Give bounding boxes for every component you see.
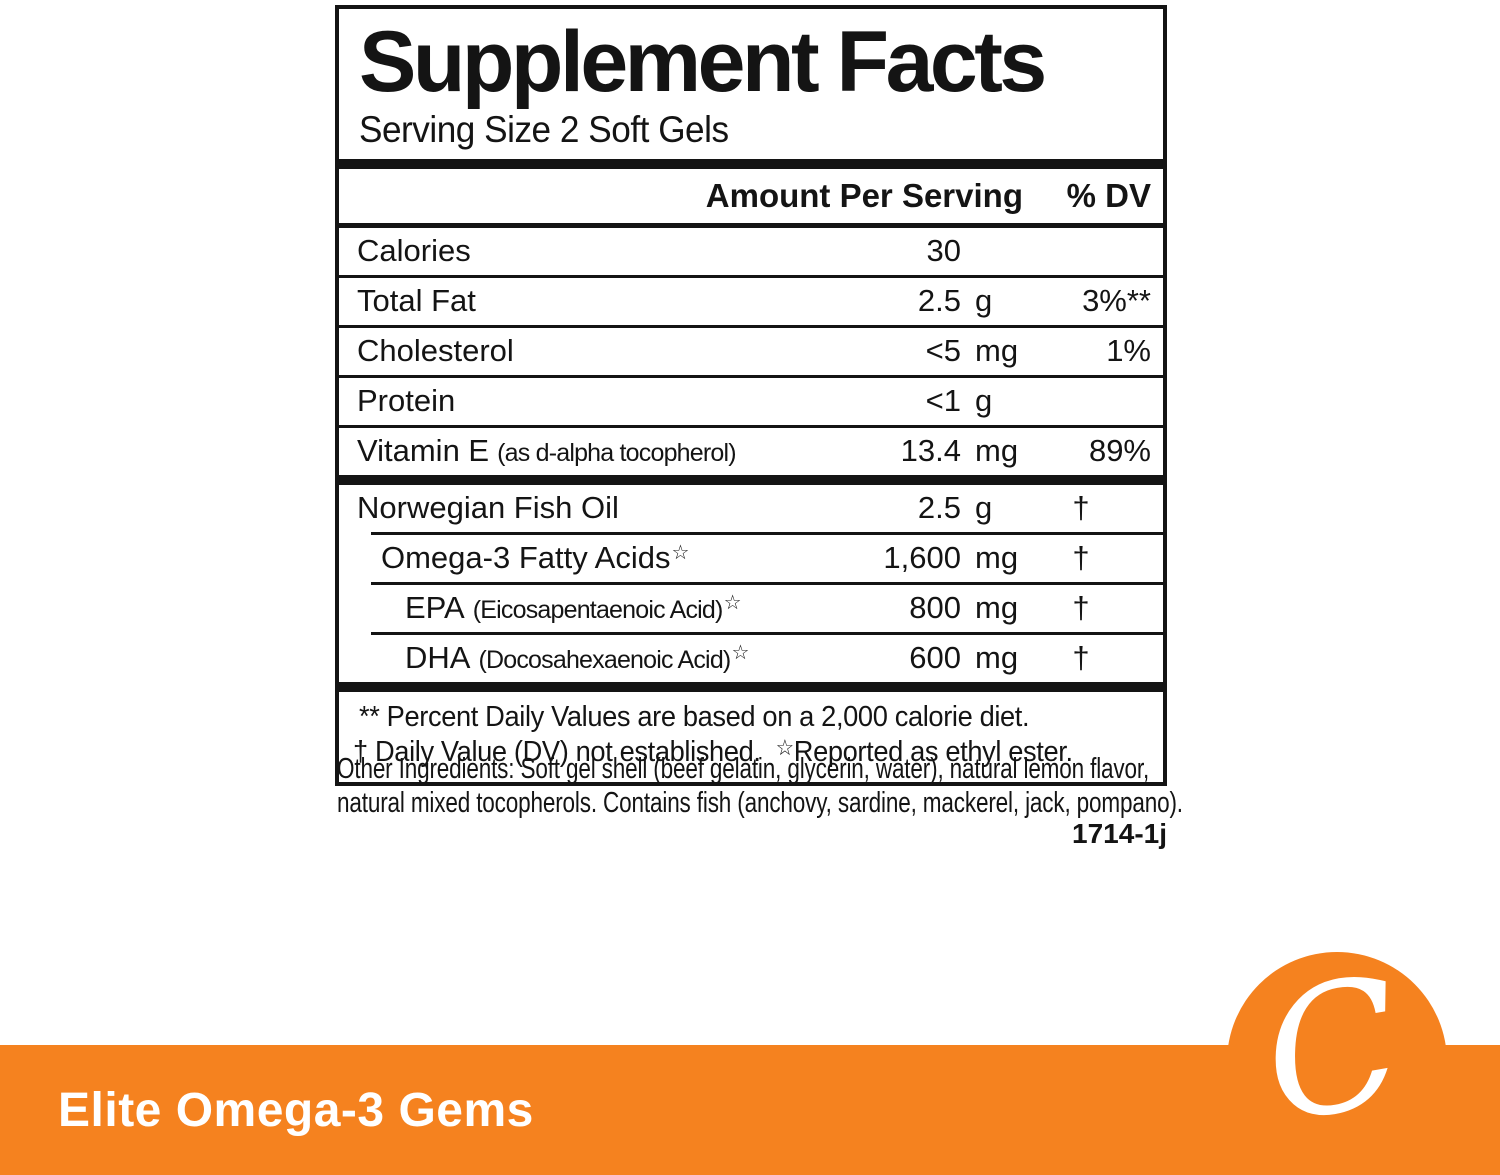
amount-value: <1 (925, 382, 961, 418)
nutrient-name-text: Vitamin E (357, 432, 490, 468)
nutrient-name: Vitamin E (as d-alpha tocopherol) (357, 433, 873, 469)
table-row: Cholesterol <5 mg 1% (339, 328, 1163, 375)
title-block: Supplement Facts Serving Size 2 Soft Gel… (339, 9, 1163, 159)
nutrient-name-text: Total Fat (357, 282, 476, 318)
amount-value: 30 (926, 232, 961, 268)
star-superscript: ☆ (671, 541, 690, 564)
footnotes: ** Percent Daily Values are based on a 2… (339, 692, 1163, 783)
amount-unit: mg (975, 589, 1019, 625)
other-ingredients-line: Other Ingredients: Soft gel shell (beef … (337, 753, 1150, 785)
amount-value: 13.4 (900, 432, 961, 468)
nutrient-name: Omega-3 Fatty Acids☆ (357, 540, 873, 576)
nutrient-name: Cholesterol (357, 333, 873, 369)
table-row: Protein <1 g (339, 378, 1163, 425)
divider-thin-indented (371, 631, 1163, 635)
footnote-daily-value: † Daily Value (DV) not established. ☆Repo… (353, 735, 1103, 770)
nutrient-name: EPA (Eicosapentaenoic Acid)☆ (357, 590, 873, 626)
divider-medium (339, 222, 1163, 228)
amount-unit: g (975, 382, 993, 418)
amount-unit: mg (975, 639, 1019, 675)
divider-thin-indented (371, 581, 1163, 585)
nutrient-name: Norwegian Fish Oil (357, 490, 873, 526)
footnote-star-text: Reported as ethyl ester. (793, 736, 1073, 769)
amount-unit: g (975, 489, 993, 525)
table-row: DHA (Docosahexaenoic Acid)☆ 600 mg † (339, 635, 1163, 682)
nutrient-name-detail: (Eicosapentaenoic Acid) (472, 595, 724, 624)
nutrient-name: Protein (357, 383, 873, 419)
nutrient-name-text: EPA (405, 589, 465, 625)
divider-thin (339, 424, 1163, 428)
panel-title: Supplement Facts (359, 14, 1047, 110)
dv-value: † (1072, 589, 1090, 625)
dv-value: † (1072, 539, 1090, 575)
header-percent-dv: % DV (1066, 176, 1151, 214)
table-row: EPA (Eicosapentaenoic Acid)☆ 800 mg † (339, 585, 1163, 632)
footer-bar: Elite Omega-3 Gems (0, 1045, 1500, 1175)
nutrient-name-text: Calories (357, 232, 471, 268)
amount-unit: g (975, 282, 993, 318)
table-row: Vitamin E (as d-alpha tocopherol) 13.4 mg… (339, 428, 1163, 475)
amount-value: 2.5 (917, 489, 961, 525)
amount-value: 2.5 (917, 282, 961, 318)
nutrient-name-text: Omega-3 Fatty Acids (381, 539, 671, 575)
table-row: Calories 30 (339, 228, 1163, 275)
serving-size: Serving Size 2 Soft Gels (359, 108, 729, 150)
amount-value: 1,600 (883, 539, 961, 575)
nutrient-name-detail: (Docosahexaenoic Acid) (478, 645, 731, 674)
nutrient-name: Total Fat (357, 283, 873, 319)
divider-thick (339, 474, 1163, 485)
other-ingredients-line: natural mixed tocopherols. Contains fish… (337, 787, 1183, 820)
amount-unit: mg (975, 332, 1019, 368)
amount-unit: mg (975, 432, 1019, 468)
nutrient-name-detail: (as d-alpha tocopherol) (497, 438, 737, 467)
product-code: 1714-1j (1072, 818, 1167, 849)
dv-value: 3%** (1082, 282, 1151, 318)
dv-value: 1% (1106, 332, 1151, 368)
divider-thick (339, 681, 1163, 692)
amount-value: 600 (909, 639, 961, 675)
nutrient-name-text: Protein (357, 382, 456, 418)
amount-unit: mg (975, 539, 1019, 575)
footnote-percent-dv: ** Percent Daily Values are based on a 2… (359, 700, 1030, 733)
star-superscript: ☆ (723, 591, 742, 614)
supplement-facts-panel: Supplement Facts Serving Size 2 Soft Gel… (335, 5, 1167, 787)
dv-value: † (1072, 489, 1090, 525)
divider-thin (339, 274, 1163, 278)
nutrient-name-text: Cholesterol (357, 332, 514, 368)
header-amount-per-serving: Amount Per Serving (705, 176, 1023, 214)
footnote-dagger-text: † Daily Value (DV) not established. (353, 736, 761, 769)
divider-thin (339, 324, 1163, 328)
other-ingredients: Other Ingredients: Soft gel shell (beef … (337, 752, 1183, 820)
dv-value: 89% (1088, 432, 1151, 468)
star-icon: ☆ (775, 735, 795, 761)
dv-value: † (1072, 639, 1090, 675)
nutrient-name: DHA (Docosahexaenoic Acid)☆ (357, 640, 873, 676)
divider-thin-indented (371, 531, 1163, 535)
nutrient-name: Calories (357, 233, 873, 269)
table-row: Total Fat 2.5 g 3%** (339, 278, 1163, 325)
divider-thick (339, 158, 1163, 169)
brand-logo-c-icon: C (1248, 937, 1417, 1164)
divider-thin (339, 374, 1163, 378)
amount-value: 800 (909, 589, 961, 625)
table-row: Omega-3 Fatty Acids☆ 1,600 mg † (339, 535, 1163, 582)
table-header-row: Amount Per Serving % DV (339, 169, 1163, 223)
nutrient-name-text: Norwegian Fish Oil (357, 489, 619, 525)
table-row: Norwegian Fish Oil 2.5 g † (339, 485, 1163, 532)
nutrient-name-text: DHA (405, 639, 471, 675)
amount-value: <5 (925, 332, 961, 368)
product-name: Elite Omega-3 Gems (58, 1083, 534, 1137)
star-superscript: ☆ (731, 641, 750, 664)
